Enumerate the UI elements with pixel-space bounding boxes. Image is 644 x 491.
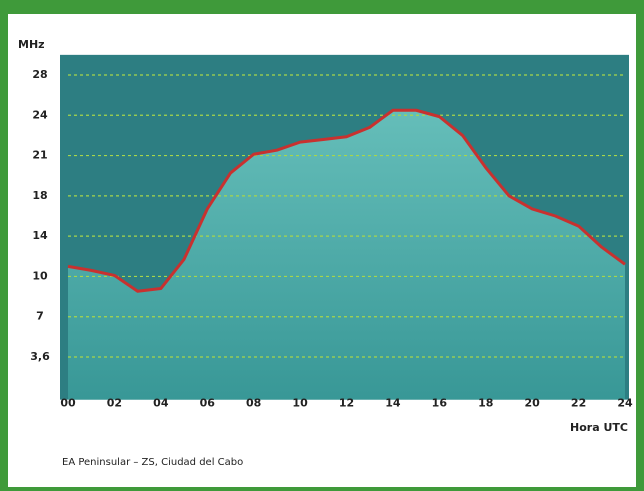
- area: [68, 110, 625, 400]
- x-tick-label: 20: [525, 397, 541, 410]
- x-tick-label: 06: [200, 397, 216, 410]
- x-tick-label: 18: [478, 397, 493, 410]
- x-tick-label: 24: [617, 397, 633, 410]
- y-tick-label: 14: [32, 229, 48, 242]
- x-tick-label: 10: [292, 397, 308, 410]
- y-tick-label: 21: [32, 149, 47, 162]
- x-tick-label: 02: [107, 397, 122, 410]
- x-tick-label: 00: [60, 397, 76, 410]
- x-axis-label: Hora UTC: [570, 421, 628, 434]
- x-tick-label: 04: [153, 397, 169, 410]
- x-tick-label: 14: [385, 397, 401, 410]
- x-tick-label: 16: [432, 397, 448, 410]
- y-tick-label: 28: [32, 68, 47, 81]
- y-tick-label: 10: [32, 269, 48, 282]
- caption: EA Peninsular – ZS, Ciudad del Cabo: [62, 457, 243, 468]
- y-tick-label: 18: [32, 189, 47, 202]
- y-tick-label: 24: [32, 108, 48, 121]
- y-tick-label: 3,6: [30, 350, 50, 363]
- y-tick-label: 7: [36, 310, 44, 323]
- x-tick-label: 08: [246, 397, 261, 410]
- line: [67, 108, 626, 293]
- x-tick-label: 12: [339, 397, 354, 410]
- x-tick-label: 22: [571, 397, 586, 410]
- y-axis-label: MHz: [18, 38, 45, 51]
